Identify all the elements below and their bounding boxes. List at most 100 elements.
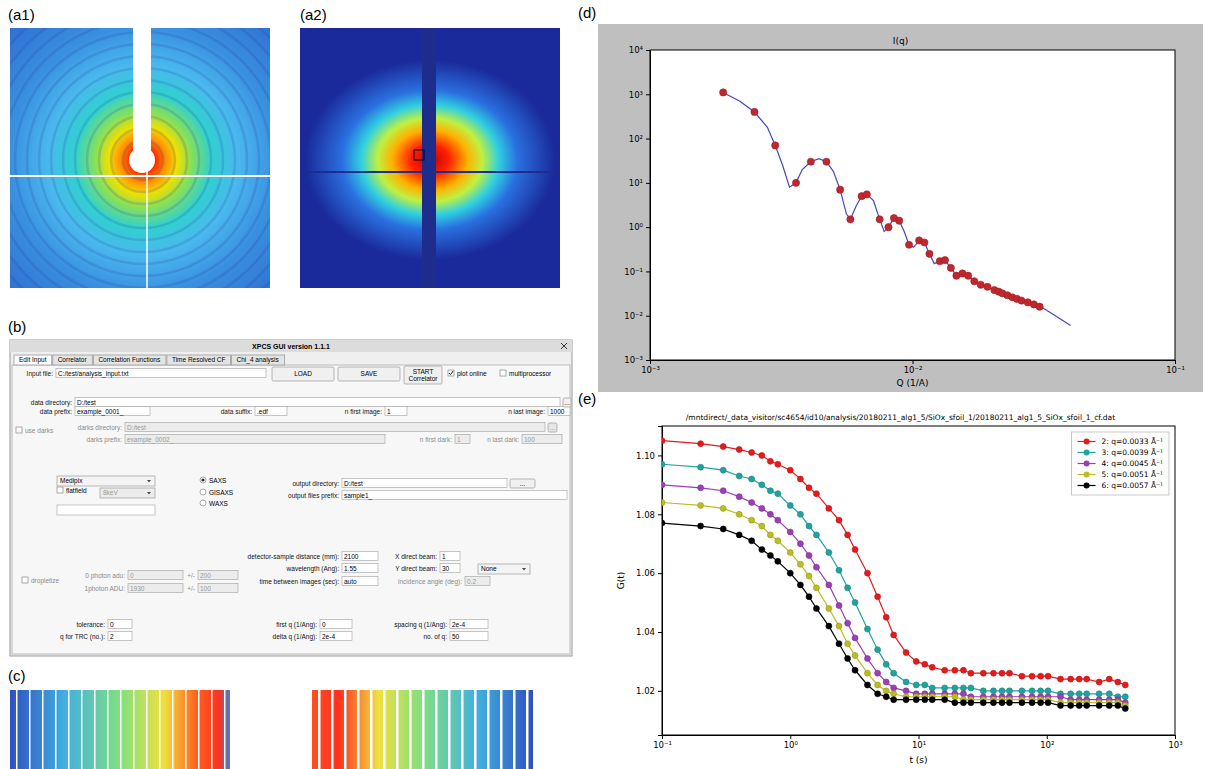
text-box[interactable] [385, 407, 407, 416]
tab[interactable]: Correlator [53, 355, 93, 365]
input-field[interactable]: Y direct beam:30 [395, 564, 460, 573]
input-field[interactable]: data suffix:.edf [221, 407, 287, 416]
data-point [759, 547, 765, 553]
tab-label[interactable]: Time Resolved CF [172, 356, 226, 363]
text-box[interactable] [450, 632, 488, 641]
checkbox[interactable]: flatfield [57, 487, 87, 494]
input-field[interactable]: time between images (sec):auto [260, 577, 378, 586]
data-point [823, 158, 830, 165]
input-field[interactable]: detector-sample distance (mm):2100 [248, 552, 378, 561]
input-field[interactable]: n last image:1000 [508, 407, 570, 416]
input-field[interactable]: data directory:D:/test [31, 398, 560, 407]
input-field[interactable]: output directory:D:/test [292, 479, 507, 488]
text-box[interactable] [320, 632, 352, 641]
text-box[interactable] [342, 479, 507, 488]
text-box[interactable] [440, 564, 460, 573]
checkbox-box[interactable] [448, 370, 454, 376]
tab[interactable]: Chi_4 analysis [232, 355, 285, 365]
radio-button[interactable]: SAXS [200, 477, 227, 484]
button-shape[interactable] [272, 367, 334, 381]
combo-box[interactable]: Medipix [57, 476, 155, 486]
input-field[interactable]: first q (1/Ang):0 [276, 620, 352, 629]
checkbox[interactable]: plot online [448, 370, 487, 378]
text-box[interactable] [342, 491, 567, 500]
tab-shape[interactable] [53, 355, 93, 365]
input-field[interactable]: data prefix:example_0001_ [40, 407, 150, 416]
data-point [751, 108, 758, 115]
input-field[interactable]: spacing q (1/Ang):2e-4 [394, 620, 488, 629]
input-field[interactable]: q for TRC (no.):2 [60, 632, 132, 641]
text-box[interactable] [320, 620, 352, 629]
text-box[interactable] [56, 369, 266, 378]
button[interactable]: ... [510, 479, 535, 488]
input-field[interactable]: n first image:1 [345, 407, 407, 416]
checkbox[interactable]: multiprocessor [500, 370, 552, 378]
button[interactable]: SAVE [338, 367, 400, 381]
text-box[interactable] [342, 564, 378, 573]
close-icon[interactable] [561, 343, 567, 349]
button-label[interactable]: LOAD [294, 370, 312, 377]
text-box[interactable] [75, 398, 560, 407]
combo-box[interactable]: None [478, 564, 530, 574]
radio-circle[interactable] [200, 489, 206, 495]
button-label[interactable]: STARTCorrelator [409, 368, 439, 382]
button-shape[interactable] [404, 366, 442, 384]
tab-shape[interactable] [93, 355, 166, 365]
button-label[interactable]: ... [520, 480, 526, 487]
button-shape[interactable] [563, 398, 571, 407]
tab[interactable]: Time Resolved CF [167, 355, 231, 365]
combo-arrow [147, 480, 151, 483]
tab-label[interactable]: Correlator [58, 356, 88, 363]
tab-shape[interactable] [167, 355, 231, 365]
text-box[interactable] [342, 577, 378, 586]
text-box[interactable] [57, 505, 155, 515]
radio-circle[interactable] [200, 500, 206, 506]
input-field[interactable]: delta q (1/Ang):2e-4 [273, 632, 352, 641]
button-shape[interactable] [510, 479, 535, 488]
radio-circle[interactable] [200, 477, 206, 483]
input-field[interactable]: tolerance:0 [76, 620, 132, 629]
tab-label[interactable]: Edit Input [19, 356, 47, 364]
text-box[interactable] [440, 552, 460, 561]
input-field[interactable]: output files prefix:sample1_ [288, 491, 567, 500]
input-field[interactable]: no. of q:50 [424, 632, 489, 641]
module-gap [513, 690, 516, 769]
button[interactable]: LOAD [272, 367, 334, 381]
text-box[interactable] [108, 620, 132, 629]
input-field[interactable]: wavelength (Ang):1.55 [286, 564, 378, 573]
panel-label: (a2) [300, 6, 327, 23]
button[interactable]: ... [563, 398, 571, 407]
text-box[interactable] [450, 620, 488, 629]
checkbox-box[interactable] [16, 427, 22, 433]
tab[interactable]: Correlation Functions [93, 355, 166, 365]
radio-button[interactable]: GISAXS [200, 489, 234, 496]
tab-label[interactable]: Chi_4 analysis [237, 356, 280, 364]
diffraction-ring [10, 28, 270, 288]
checkbox-box[interactable] [500, 370, 506, 376]
button-label[interactable]: ... [564, 399, 570, 406]
text-box[interactable] [548, 407, 570, 416]
text-box[interactable] [342, 552, 378, 561]
checkbox-box[interactable] [57, 487, 63, 493]
tab[interactable]: Edit Input [14, 355, 52, 365]
data-point [736, 532, 742, 538]
input-field[interactable]: X direct beam:1 [395, 552, 460, 561]
button-shape[interactable] [338, 367, 400, 381]
radio-button[interactable]: WAXS [200, 500, 229, 507]
checkbox[interactable]: dropletize [22, 577, 60, 585]
text-box[interactable] [108, 632, 132, 641]
data-point [836, 623, 842, 629]
input-field[interactable]: Input file:C:/test/analysis_input.txt [27, 369, 266, 378]
checkbox-box[interactable] [22, 577, 28, 583]
tab-label[interactable]: Correlation Functions [98, 356, 161, 363]
combo-shape[interactable] [57, 476, 155, 486]
tab-shape[interactable] [232, 355, 285, 365]
text-box[interactable] [75, 407, 150, 416]
combo-shape[interactable] [478, 564, 530, 574]
button[interactable]: STARTCorrelator [404, 366, 442, 384]
text-box[interactable] [255, 407, 287, 416]
tab-shape[interactable] [14, 355, 52, 365]
button-label[interactable]: SAVE [361, 370, 379, 377]
data-point [1057, 676, 1063, 682]
checkbox[interactable]: use darks [16, 427, 54, 434]
